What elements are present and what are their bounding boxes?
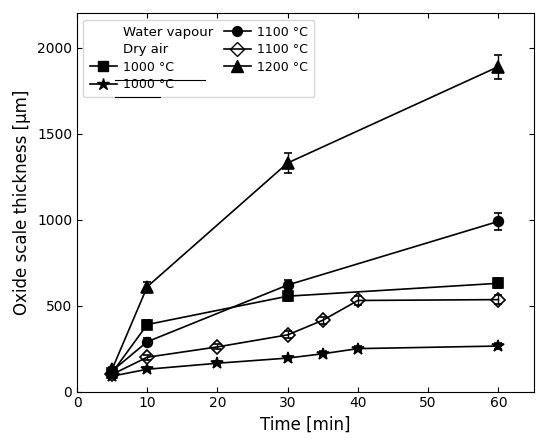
Y-axis label: Oxide scale thickness [μm]: Oxide scale thickness [μm] bbox=[13, 90, 31, 315]
X-axis label: Time [min]: Time [min] bbox=[260, 416, 350, 434]
Legend: Water vapour, Dry air, 1000 °C, 1000 °C, 1100 °C, 1100 °C, 1200 °C, : Water vapour, Dry air, 1000 °C, 1000 °C,… bbox=[83, 20, 315, 97]
